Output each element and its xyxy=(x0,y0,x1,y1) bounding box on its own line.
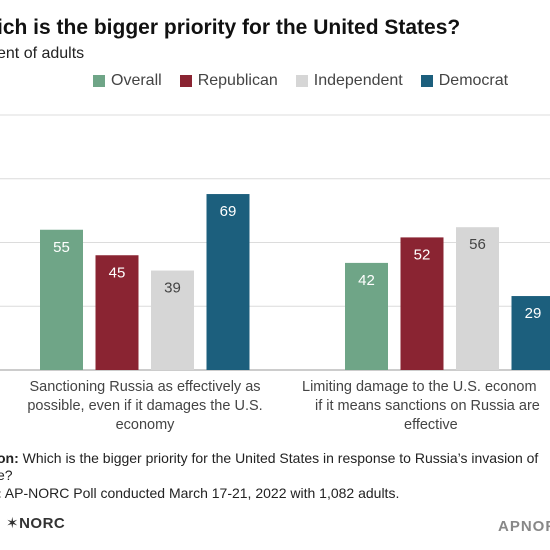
data-label-limiting-overall: 42 xyxy=(358,272,375,289)
question-note: on: Which is the bigger priority for the… xyxy=(0,450,538,484)
question-label: on: xyxy=(0,450,19,466)
legend-label-republican: Republican xyxy=(197,72,278,89)
legend-item-independent: Independent xyxy=(295,72,403,90)
question-line-1: on: Which is the bigger priority for the… xyxy=(0,450,538,467)
source-text: AP-NORC Poll conducted March 17-21, 2022… xyxy=(1,485,400,501)
category-label-limiting-line-3: effective xyxy=(404,417,458,433)
data-label-limiting-democrat: 29 xyxy=(525,305,542,322)
category-label-limiting-line-2: if it means sanctions on Russia are xyxy=(315,398,540,414)
category-label-sanctioning-line-2: possible, even if it damages the U.S. xyxy=(27,398,263,414)
source-note: : AP-NORC Poll conducted March 17-21, 20… xyxy=(0,485,399,501)
bar-sanctioning-democrat xyxy=(206,194,250,370)
legend-swatch-democrat xyxy=(420,75,433,87)
data-label-sanctioning-democrat: 69 xyxy=(220,203,237,220)
norc-logo: ✶NORC xyxy=(6,515,66,532)
data-label-sanctioning-overall: 55 xyxy=(53,239,70,256)
legend-label-overall: Overall xyxy=(111,72,162,89)
legend-swatch-independent xyxy=(295,75,308,87)
data-label-limiting-independent: 56 xyxy=(469,236,486,253)
question-text: Which is the bigger priority for the Uni… xyxy=(18,450,539,466)
data-label-limiting-republican: 52 xyxy=(414,246,431,263)
legend-swatch-overall xyxy=(93,75,105,87)
legend-label-democrat: Democrat xyxy=(438,72,509,89)
bar-sanctioning-overall xyxy=(40,229,83,370)
bar-chart: 55 42 45 52 39 56 69 29 xyxy=(0,114,550,371)
bar-sanctioning-independent xyxy=(151,270,194,370)
question-line-2: e? xyxy=(0,467,13,483)
legend-item-overall: Overall xyxy=(93,72,162,90)
category-label-sanctioning-line-1: Sanctioning Russia as effectively as xyxy=(29,379,261,395)
apnorc-logo: APNOR xyxy=(498,518,550,535)
legend-swatch-republican xyxy=(179,75,192,87)
data-label-sanctioning-independent: 39 xyxy=(164,280,181,297)
data-label-sanctioning-republican: 45 xyxy=(109,264,126,281)
legend: Overall Republican Independent Democrat xyxy=(93,72,526,90)
chart-title: ich is the bigger priority for the Unite… xyxy=(0,16,461,39)
category-label-sanctioning-line-3: economy xyxy=(115,417,175,433)
legend-item-democrat: Democrat xyxy=(420,72,509,90)
bar-limiting-overall xyxy=(345,262,388,370)
category-label-limiting-lines: Limiting damage to the U.S. econom if it… xyxy=(302,378,550,435)
legend-label-independent: Independent xyxy=(313,72,403,89)
legend-item-republican: Republican xyxy=(179,72,278,90)
category-label-limiting: Limiting damage to the U.S. econom if it… xyxy=(302,378,550,435)
bar-limiting-democrat xyxy=(511,296,550,370)
bar-limiting-republican xyxy=(400,237,444,370)
chart-subtitle: ent of adults xyxy=(0,45,85,62)
bar-limiting-independent xyxy=(456,227,499,370)
category-label-sanctioning: Sanctioning Russia as effectively as pos… xyxy=(27,378,262,435)
category-label-limiting-line-1: Limiting damage to the U.S. econom xyxy=(302,379,537,395)
bar-sanctioning-republican xyxy=(95,255,139,370)
source-label: : xyxy=(0,485,2,501)
